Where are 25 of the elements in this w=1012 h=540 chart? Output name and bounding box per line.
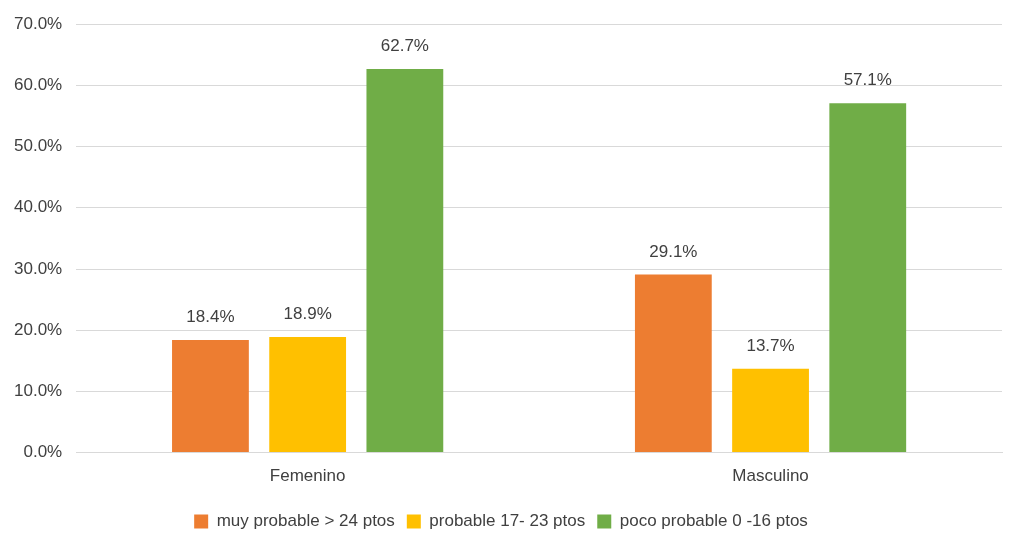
legend-label: poco probable 0 -16 ptos [619, 511, 808, 531]
data-label: 18.9% [283, 304, 332, 324]
y-tick-label: 30.0% [14, 258, 63, 278]
bar [634, 274, 712, 453]
data-label: 18.4% [186, 307, 235, 327]
y-tick-label: 0.0% [23, 442, 63, 462]
bar [269, 336, 347, 453]
y-tick-label: 40.0% [14, 197, 63, 217]
x-tick-label: Femenino [269, 466, 346, 486]
bar [172, 339, 249, 453]
y-tick-label: 60.0% [14, 75, 63, 95]
y-tick-label: 50.0% [14, 136, 63, 156]
bar [732, 368, 809, 453]
data-label: 13.7% [746, 335, 795, 355]
x-tick-label: Masculino [732, 466, 809, 486]
legend-label: muy probable > 24 ptos [216, 511, 395, 531]
bar [366, 68, 444, 453]
data-label: 29.1% [649, 241, 698, 261]
y-tick-label: 20.0% [14, 319, 63, 339]
legend-label: probable 17- 23 ptos [429, 511, 586, 531]
y-tick-label: 70.0% [14, 13, 63, 33]
data-label: 62.7% [380, 36, 429, 56]
data-label: 57.1% [843, 70, 892, 90]
bar [829, 103, 907, 453]
y-tick-label: 10.0% [14, 381, 63, 401]
